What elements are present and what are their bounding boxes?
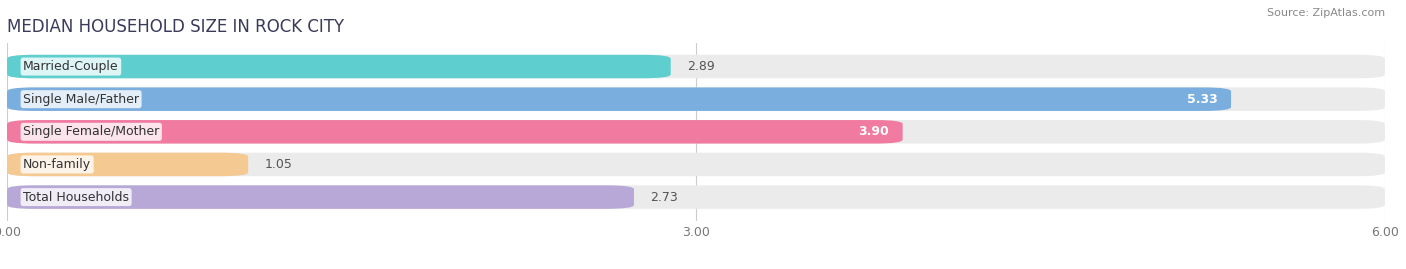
FancyBboxPatch shape bbox=[7, 120, 1385, 144]
FancyBboxPatch shape bbox=[7, 87, 1232, 111]
Text: Married-Couple: Married-Couple bbox=[22, 60, 118, 73]
FancyBboxPatch shape bbox=[7, 55, 1385, 78]
Text: Single Male/Father: Single Male/Father bbox=[22, 93, 139, 106]
FancyBboxPatch shape bbox=[7, 185, 1385, 209]
Text: 1.05: 1.05 bbox=[264, 158, 292, 171]
Text: MEDIAN HOUSEHOLD SIZE IN ROCK CITY: MEDIAN HOUSEHOLD SIZE IN ROCK CITY bbox=[7, 18, 344, 36]
Text: 3.90: 3.90 bbox=[858, 125, 889, 138]
Text: Source: ZipAtlas.com: Source: ZipAtlas.com bbox=[1267, 8, 1385, 18]
Text: Non-family: Non-family bbox=[22, 158, 91, 171]
Text: 2.89: 2.89 bbox=[686, 60, 714, 73]
Text: 2.73: 2.73 bbox=[650, 190, 678, 204]
FancyBboxPatch shape bbox=[7, 120, 903, 144]
Text: Total Households: Total Households bbox=[22, 190, 129, 204]
Text: Single Female/Mother: Single Female/Mother bbox=[22, 125, 159, 138]
FancyBboxPatch shape bbox=[7, 153, 1385, 176]
FancyBboxPatch shape bbox=[7, 55, 671, 78]
FancyBboxPatch shape bbox=[7, 185, 634, 209]
FancyBboxPatch shape bbox=[7, 87, 1385, 111]
Text: 5.33: 5.33 bbox=[1187, 93, 1218, 106]
FancyBboxPatch shape bbox=[7, 153, 249, 176]
